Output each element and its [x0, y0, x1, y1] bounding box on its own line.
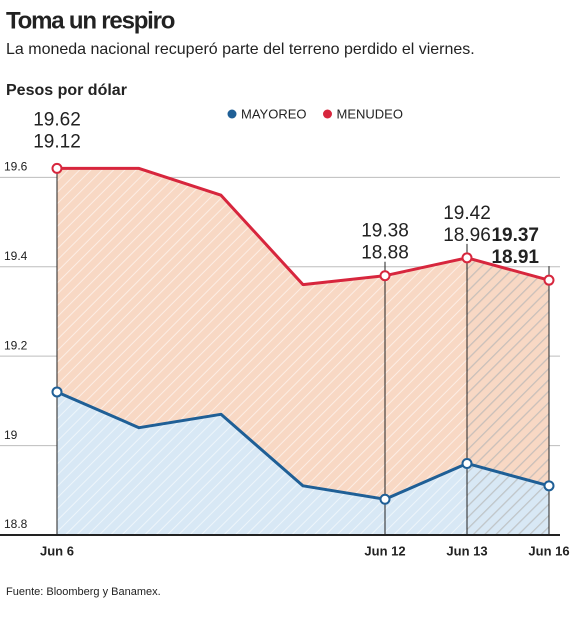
value-label: 19.42	[443, 203, 491, 224]
y-tick-label: 19	[4, 428, 18, 442]
y-tick-label: 18.8	[4, 517, 28, 531]
y-tick-label: 19.4	[4, 249, 28, 263]
chart-title: Toma un respiro	[6, 7, 175, 34]
point	[461, 457, 473, 469]
source: Fuente: Bloomberg y Banamex.	[6, 586, 161, 598]
point	[51, 386, 63, 398]
y-axis-label: Pesos por dólar	[6, 82, 127, 99]
point	[379, 270, 391, 282]
point	[543, 274, 555, 286]
value-label: 18.96	[443, 225, 491, 246]
x-tick-label: Jun 13	[446, 543, 487, 558]
legend-marker	[227, 109, 237, 119]
point	[379, 493, 391, 505]
legend-label: MAYOREO	[241, 106, 307, 121]
value-label: 19.12	[33, 131, 81, 152]
x-tick-label: Jun 6	[40, 543, 74, 558]
x-tick-label: Jun 16	[528, 543, 569, 558]
area-hatch	[57, 168, 549, 536]
point	[543, 480, 555, 492]
y-tick-label: 19.2	[4, 338, 28, 352]
point	[461, 252, 473, 264]
area-highlight	[467, 257, 549, 535]
value-label: 19.62	[33, 109, 81, 130]
legend-marker	[323, 109, 332, 119]
value-label: 18.88	[361, 243, 409, 264]
value-label: 18.91	[491, 247, 539, 268]
x-tick-label: Jun 12	[364, 543, 405, 558]
y-tick-label: 19.6	[4, 160, 28, 174]
value-label: 19.38	[361, 221, 409, 242]
value-label: 19.37	[491, 225, 539, 246]
legend-label: MENUDEO	[337, 106, 403, 121]
point	[51, 162, 63, 174]
chart-subtitle: La moneda nacional recuperó parte del te…	[6, 41, 475, 58]
